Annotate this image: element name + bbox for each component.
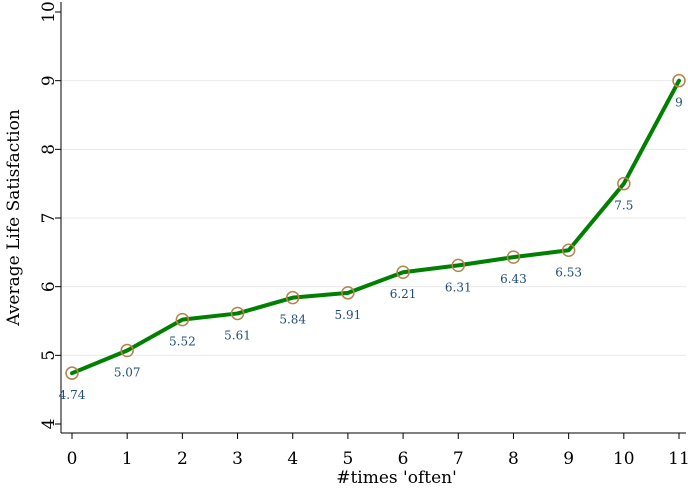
- y-axis-title: Average Life Satisfaction: [4, 109, 24, 327]
- x-tick-label: 2: [177, 449, 188, 469]
- data-point: [230, 306, 245, 321]
- data-label: 9: [675, 96, 683, 110]
- data-point: [561, 243, 576, 258]
- data-point: [617, 176, 631, 191]
- data-label: 5.91: [335, 308, 362, 322]
- data-point: [285, 290, 300, 305]
- data-point: [175, 312, 190, 327]
- x-tick-label: 5: [342, 449, 353, 469]
- data-label: 5.84: [279, 313, 306, 327]
- data-label: 5.07: [114, 366, 141, 380]
- y-tick-label: 5: [39, 350, 59, 361]
- data-point: [120, 343, 134, 358]
- y-tick-label: 9: [39, 75, 59, 86]
- data-point: [341, 286, 355, 300]
- y-ticks: 4 5 6 7 8 9 10: [39, 1, 61, 429]
- y-tick-label: 4: [39, 419, 59, 430]
- y-tick-label: 8: [39, 144, 59, 155]
- data-label: 6.53: [555, 265, 582, 279]
- x-ticks: 0 1 2 3 4 5 6 7 8 9 10 11: [67, 433, 688, 469]
- data-label: 5.61: [224, 328, 251, 342]
- data-label: 6.43: [500, 272, 527, 286]
- x-tick-label: 6: [398, 449, 409, 469]
- data-point: [396, 265, 410, 279]
- series-line: [70, 78, 681, 376]
- data-label: 5.52: [169, 335, 196, 349]
- x-tick-label: 0: [67, 449, 78, 469]
- data-point: [65, 366, 79, 380]
- data-label: 6.21: [390, 287, 417, 301]
- x-tick-label: 9: [563, 449, 574, 469]
- data-point: [672, 73, 686, 88]
- series-1: 4.74 5.07 5.52 5.61 5.84 5.91 6.21 6.31 6.43 6.53…: [59, 73, 686, 402]
- y-tick-label: 7: [39, 213, 59, 224]
- x-tick-label: 8: [508, 449, 519, 469]
- x-tick-label: 3: [232, 449, 243, 469]
- data-label: 4.74: [59, 388, 86, 402]
- y-tick-label: 6: [39, 281, 59, 292]
- y-tick-label: 10: [39, 1, 59, 23]
- x-tick-label: 1: [122, 449, 133, 469]
- data-point: [506, 250, 521, 264]
- x-tick-label: 11: [668, 449, 688, 469]
- x-tick-label: 7: [453, 449, 464, 469]
- x-axis-title: #times 'often': [336, 468, 457, 488]
- data-point: [451, 258, 466, 273]
- data-label: 7.5: [614, 199, 633, 213]
- data-label: 6.31: [445, 280, 472, 294]
- x-tick-label: 10: [613, 449, 635, 469]
- x-tick-label: 4: [287, 449, 298, 469]
- grid-lines: [61, 80, 686, 356]
